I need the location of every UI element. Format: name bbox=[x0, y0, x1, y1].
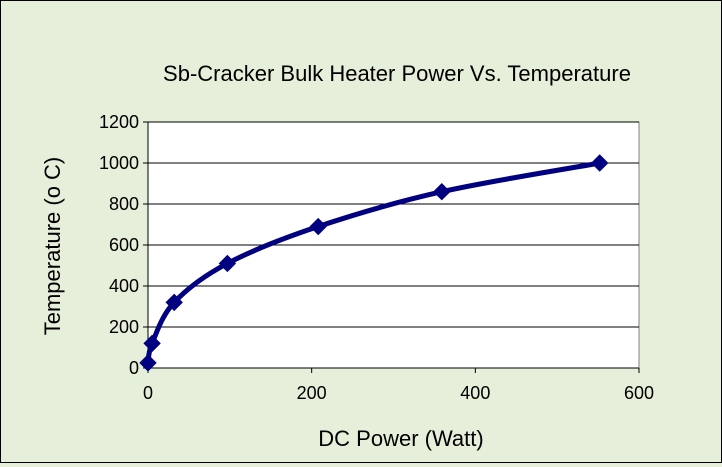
data-point-marker bbox=[143, 334, 161, 353]
y-tick-label: 1200 bbox=[99, 112, 139, 132]
series-layer bbox=[139, 154, 609, 372]
x-axis-title: DC Power (Watt) bbox=[318, 426, 483, 451]
data-point-marker bbox=[165, 293, 183, 312]
y-tick-label: 0 bbox=[129, 358, 139, 378]
grid-layer bbox=[148, 121, 639, 328]
data-point-marker bbox=[139, 354, 157, 372]
data-point-marker bbox=[433, 182, 451, 201]
x-tick-label: 200 bbox=[297, 383, 327, 403]
axis-layer: 0 200 400 600 800 1000 1200 0 200 400 600 bbox=[99, 112, 654, 403]
y-axis-title: Temperature (o C) bbox=[40, 157, 65, 336]
data-point-marker bbox=[309, 217, 327, 236]
chart-title: Sb-Cracker Bulk Heater Power Vs. Tempera… bbox=[163, 61, 631, 86]
data-point-marker bbox=[591, 154, 609, 172]
x-tick-label: 0 bbox=[143, 383, 153, 403]
data-point-marker bbox=[218, 254, 237, 273]
x-tick-label: 400 bbox=[460, 383, 490, 403]
y-tick-label: 800 bbox=[109, 194, 139, 214]
y-tick-label: 400 bbox=[109, 276, 139, 296]
y-tick-label: 600 bbox=[109, 235, 139, 255]
y-tick-label: 1000 bbox=[99, 153, 139, 173]
y-tick-label: 200 bbox=[109, 317, 139, 337]
x-tick-label: 600 bbox=[624, 383, 654, 403]
